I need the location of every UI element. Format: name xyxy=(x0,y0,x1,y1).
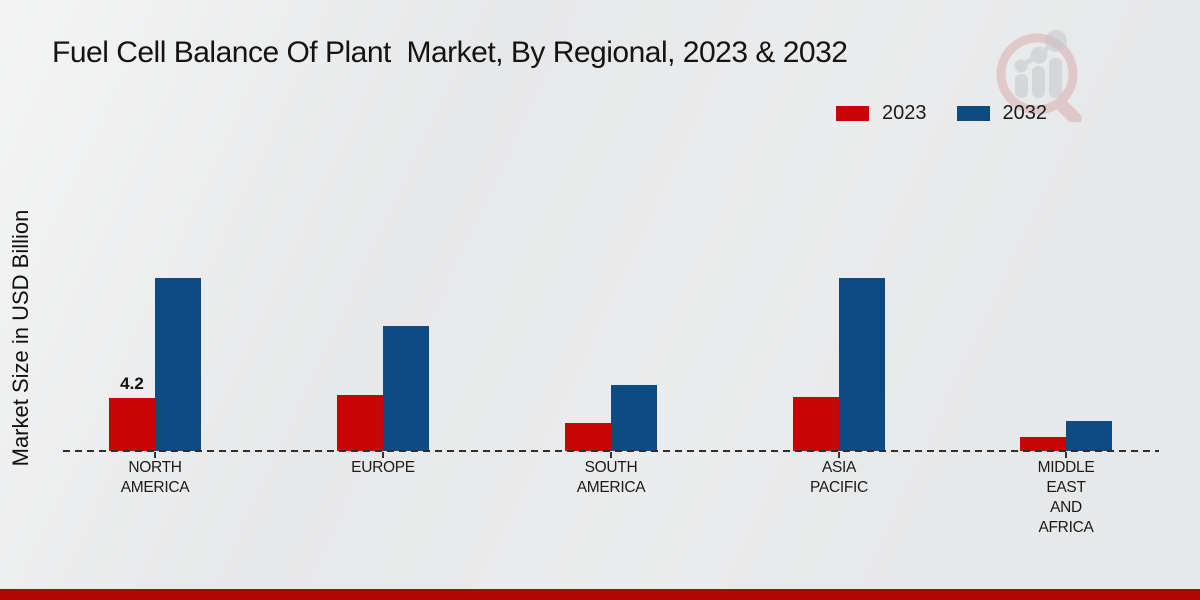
x-axis-baseline xyxy=(63,450,1159,452)
bar-2032-north-america xyxy=(155,278,201,451)
category-label: NORTH AMERICA xyxy=(120,459,190,496)
legend-swatch-2023 xyxy=(836,106,869,121)
axis-tick xyxy=(838,452,840,458)
brand-watermark-logo xyxy=(996,30,1082,122)
legend-item-2023: 2023 xyxy=(836,102,927,125)
bar-2023-south-america xyxy=(565,423,611,451)
category-label: MIDDLE EAST AND AFRICA xyxy=(1037,459,1095,536)
bar-value-label: 4.2 xyxy=(120,374,144,393)
bar-2032-middle-east-and-africa xyxy=(1066,420,1112,451)
chart-title: Fuel Cell Balance Of Plant Market, By Re… xyxy=(52,36,848,69)
bar-2023-middle-east-and-africa xyxy=(1020,437,1066,451)
bar-2032-europe xyxy=(383,326,429,451)
legend-label-2023: 2023 xyxy=(882,102,927,124)
legend-item-2032: 2032 xyxy=(956,102,1048,125)
bar-2023-europe xyxy=(337,395,383,451)
bar-2023-north-america xyxy=(109,398,155,451)
category-label: EUROPE xyxy=(351,459,415,476)
bar-2032-south-america xyxy=(611,385,657,451)
bar-2032-asia-pacific xyxy=(839,278,885,451)
footer-accent-bar xyxy=(0,589,1200,600)
legend-label-2032: 2032 xyxy=(1002,102,1048,124)
axis-tick xyxy=(382,452,384,458)
axis-tick xyxy=(610,452,612,458)
category-label: ASIA PACIFIC xyxy=(810,459,868,496)
axis-tick xyxy=(1065,452,1067,458)
axis-tick xyxy=(154,452,156,458)
bar-2023-asia-pacific xyxy=(793,396,839,451)
legend: 2023 2032 xyxy=(836,102,1047,125)
category-label: SOUTH AMERICA xyxy=(576,459,646,496)
legend-swatch-2032 xyxy=(956,106,990,121)
